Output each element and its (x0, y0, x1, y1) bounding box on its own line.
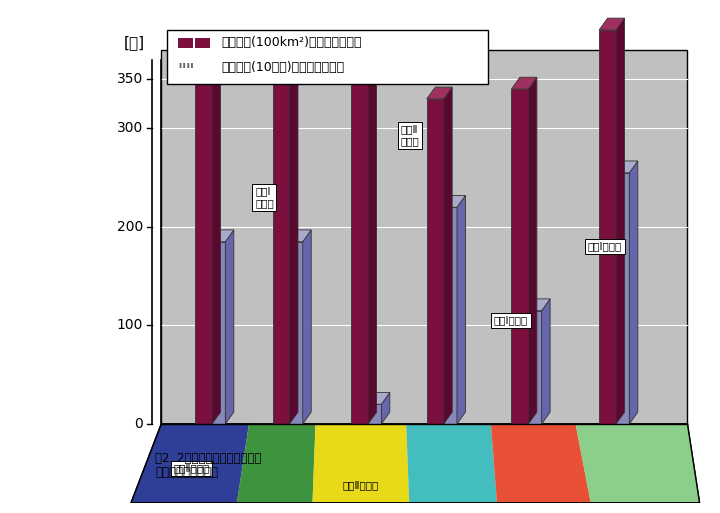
Polygon shape (367, 392, 390, 404)
Polygon shape (273, 74, 289, 424)
Polygon shape (527, 311, 541, 424)
Polygon shape (368, 63, 377, 424)
Polygon shape (528, 77, 537, 424)
Text: 東部Ⅱ
医療圈: 東部Ⅱ 医療圈 (400, 125, 419, 146)
Polygon shape (289, 63, 298, 424)
Text: 100: 100 (117, 319, 143, 332)
Polygon shape (211, 230, 234, 242)
Polygon shape (302, 230, 311, 424)
Polygon shape (351, 74, 368, 424)
Polygon shape (273, 63, 298, 74)
Text: 南部Ⅱ医療圈: 南部Ⅱ医療圈 (343, 480, 379, 490)
Polygon shape (541, 299, 550, 424)
Polygon shape (457, 195, 465, 424)
FancyBboxPatch shape (167, 30, 488, 84)
Text: 面積当たりの医師数: 面積当たりの医師数 (156, 466, 218, 479)
Polygon shape (527, 299, 550, 311)
Text: 350: 350 (117, 72, 143, 86)
Polygon shape (288, 242, 302, 424)
Text: 単位人口(10万人)当たりの医師数: 単位人口(10万人)当たりの医師数 (222, 61, 345, 74)
Text: 南部Ⅰ医療圈: 南部Ⅰ医療圈 (494, 315, 528, 326)
Polygon shape (615, 173, 629, 424)
Polygon shape (195, 63, 220, 74)
Polygon shape (629, 161, 638, 424)
Polygon shape (443, 207, 457, 424)
Text: 西部Ⅱ医療圈: 西部Ⅱ医療圈 (174, 463, 210, 473)
Polygon shape (616, 18, 624, 424)
Polygon shape (131, 424, 700, 503)
Polygon shape (575, 424, 700, 503)
Polygon shape (511, 89, 528, 424)
Polygon shape (131, 424, 249, 503)
Polygon shape (194, 38, 210, 48)
Text: 図2. 2次医療圈別単位人口及び: 図2. 2次医療圈別単位人口及び (156, 451, 262, 465)
Polygon shape (443, 195, 465, 207)
Text: 200: 200 (117, 220, 143, 234)
Polygon shape (599, 30, 616, 424)
Polygon shape (427, 99, 444, 424)
Polygon shape (195, 74, 212, 424)
Polygon shape (406, 424, 497, 503)
Polygon shape (599, 18, 624, 30)
Polygon shape (161, 50, 688, 424)
Polygon shape (427, 87, 452, 99)
Polygon shape (312, 424, 409, 503)
Polygon shape (178, 38, 193, 48)
Polygon shape (491, 424, 590, 503)
Polygon shape (367, 404, 382, 424)
Polygon shape (615, 161, 638, 173)
Polygon shape (237, 424, 315, 503)
Text: 0: 0 (135, 417, 143, 431)
Polygon shape (444, 87, 452, 424)
Polygon shape (288, 230, 311, 242)
Polygon shape (211, 242, 225, 424)
Polygon shape (212, 63, 220, 424)
Polygon shape (382, 392, 390, 424)
Polygon shape (511, 77, 537, 89)
Text: 300: 300 (117, 122, 143, 135)
Text: 単位面積(100km²)当たりの医師数: 単位面積(100km²)当たりの医師数 (222, 36, 362, 49)
Polygon shape (351, 63, 377, 74)
Text: 西部Ⅰ
医療圈: 西部Ⅰ 医療圈 (255, 187, 274, 208)
Text: "": "" (178, 62, 195, 81)
Text: 東部Ⅰ医療圈: 東部Ⅰ医療圈 (588, 242, 622, 252)
Polygon shape (225, 230, 234, 424)
Text: [人]: [人] (124, 35, 145, 50)
